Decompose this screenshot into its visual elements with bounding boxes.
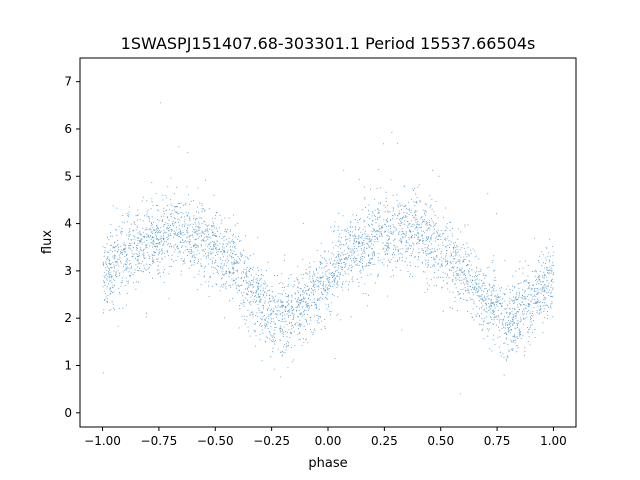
y-tick-label: 1 xyxy=(64,359,72,373)
x-axis-label: phase xyxy=(308,456,347,471)
x-tick-label: 0.75 xyxy=(484,434,511,448)
y-axis-ticks: 0 1 2 3 4 5 6 7 xyxy=(64,75,80,420)
x-tick-label: 0.00 xyxy=(315,434,342,448)
y-tick-label: 6 xyxy=(64,122,72,136)
y-tick-label: 7 xyxy=(64,75,72,89)
x-tick-label: −1.00 xyxy=(84,434,121,448)
y-tick-label: 4 xyxy=(64,217,72,231)
y-tick-label: 3 xyxy=(64,264,72,278)
y-axis-label: flux xyxy=(40,230,55,254)
x-tick-label: 1.00 xyxy=(540,434,567,448)
y-tick-label: 2 xyxy=(64,311,72,325)
scatter-marks xyxy=(102,102,555,395)
y-tick-label: 0 xyxy=(64,406,72,420)
x-tick-label: 0.50 xyxy=(427,434,454,448)
x-tick-label: −0.75 xyxy=(141,434,178,448)
x-axis-ticks: −1.00 −0.75 −0.50 −0.25 0.00 0.25 0.50 0.75 1.00 xyxy=(84,427,567,448)
y-tick-label: 5 xyxy=(64,169,72,183)
x-tick-label: −0.50 xyxy=(197,434,234,448)
x-tick-label: 0.25 xyxy=(371,434,398,448)
chart-title: 1SWASPJ151407.68-303301.1 Period 15537.6… xyxy=(121,34,536,53)
scatter-points xyxy=(102,102,555,395)
x-tick-label: −0.25 xyxy=(253,434,290,448)
